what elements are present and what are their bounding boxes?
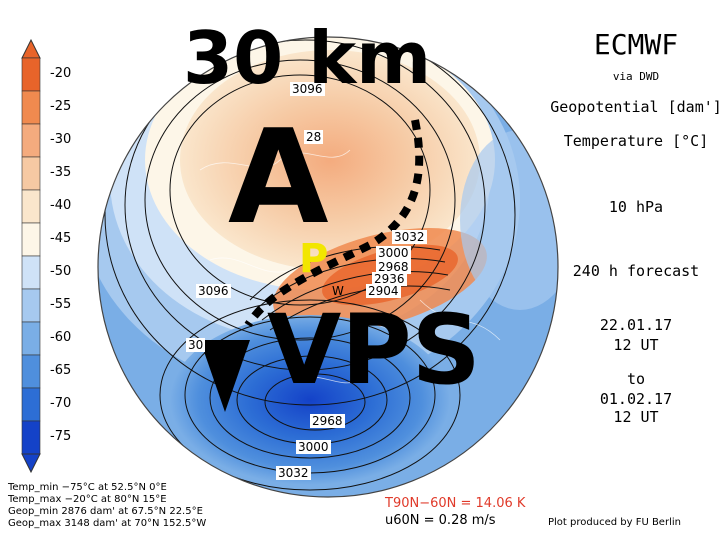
colorbar-segment: [21, 57, 41, 92]
colorbar-tick-label: -45: [50, 231, 72, 246]
colorbar-segment: [21, 156, 41, 191]
warm-marker: W: [332, 284, 344, 298]
contour-label: 3000: [296, 440, 331, 454]
source-label: via DWD: [612, 70, 660, 83]
vortex-track-dotted-path: [244, 119, 424, 328]
colorbar-segment: [21, 222, 41, 257]
colorbar-segment: [21, 288, 41, 323]
geopotential-contours: [104, 37, 516, 491]
temperature-difference: T90N−60N = 14.06 K: [385, 496, 526, 511]
pole-marker: P: [299, 236, 329, 282]
colorbar-tick-label: -70: [50, 396, 72, 411]
contour-label: 3032: [276, 466, 311, 480]
colorbar-segment: [21, 321, 41, 356]
colorbar-segment: [21, 420, 41, 455]
contour-label: 2968: [310, 414, 345, 428]
coastlines: [199, 149, 501, 384]
colorbar-tick-label: -30: [50, 132, 72, 147]
colorbar-tick-label: -35: [50, 165, 72, 180]
valid-time: 12 UT: [613, 408, 659, 426]
credit-label: Plot produced by FU Berlin: [548, 517, 681, 528]
colorbar-bottom-arrow: [21, 453, 41, 474]
init-date: 22.01.17: [599, 316, 673, 334]
colorbar-tick-label: -20: [50, 66, 72, 81]
colorbar-segment: [21, 387, 41, 422]
colorbar-segment: [21, 255, 41, 290]
geop-max-stat: Geop_max 3148 dam' at 70°N 152.5°W: [8, 518, 207, 529]
colorbar-segment: [21, 123, 41, 158]
geop-min-stat: Geop_min 2876 dam' at 67.5°N 22.5°E: [8, 506, 203, 517]
pressure-level: 10 hPa: [608, 198, 664, 216]
contour-label: 3000: [376, 246, 411, 260]
colorbar-tick-label: -75: [50, 429, 72, 444]
field-temperature: Temperature [°C]: [563, 132, 709, 150]
init-time: 12 UT: [613, 336, 659, 354]
contour-label: 28: [304, 130, 324, 144]
temp-max-stat: Temp_max −20°C at 80°N 15°E: [8, 494, 167, 505]
field-geopotential: Geopotential [dam']: [550, 98, 722, 116]
contour-label: 2904: [366, 284, 401, 298]
colorbar-top-arrow: [21, 38, 41, 59]
colorbar-tick-label: -55: [50, 297, 72, 312]
zonal-wind: u60N = 0.28 m/s: [385, 513, 496, 528]
colorbar-segment: [21, 354, 41, 389]
colorbar-tick-label: -65: [50, 363, 72, 378]
temperature-colorbar: [21, 38, 41, 474]
colorbar-segment: [21, 90, 41, 125]
colorbar-tick-label: -25: [50, 99, 72, 114]
colorbar-tick-label: -40: [50, 198, 72, 213]
valid-date: 01.02.17: [599, 390, 673, 408]
contour-label: 3032: [392, 230, 427, 244]
model-name: ECMWF: [593, 28, 679, 61]
map-border: [97, 36, 559, 498]
vortex-label: VPS: [267, 294, 481, 406]
contour-label: 2968: [376, 260, 411, 274]
temp-min-stat: Temp_min −75°C at 52.5°N 0°E: [8, 482, 167, 493]
map-disc: [98, 37, 558, 497]
forecast-lead: 240 h forecast: [572, 262, 700, 280]
contour-label: 3096: [196, 284, 231, 298]
altitude-title: 30 km: [183, 16, 432, 100]
contour-label: 30: [186, 338, 206, 352]
colorbar-tick-label: -60: [50, 330, 72, 345]
arrowhead-icon: [200, 340, 250, 412]
colorbar-segment: [21, 189, 41, 224]
contour-label: 3096: [290, 82, 325, 96]
to-label: to: [626, 370, 646, 388]
colorbar-tick-label: -50: [50, 264, 72, 279]
contour-label: 2936: [372, 272, 407, 286]
anticyclone-label: A: [228, 101, 329, 253]
